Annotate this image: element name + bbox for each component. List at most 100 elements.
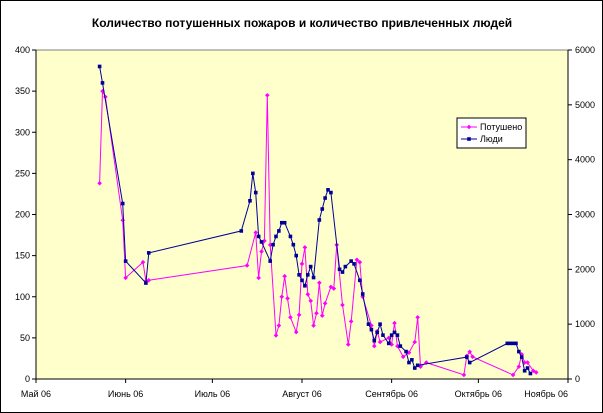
data-point <box>329 190 333 195</box>
data-point <box>322 301 328 306</box>
data-point <box>519 355 524 359</box>
data-point <box>276 323 282 328</box>
data-point <box>302 245 308 250</box>
data-point <box>400 354 406 360</box>
data-point <box>262 238 267 244</box>
data-point <box>386 341 391 346</box>
data-point <box>253 190 258 195</box>
data-point <box>282 220 287 225</box>
data-point <box>377 339 383 345</box>
data-point <box>375 330 379 335</box>
x-tick-label: Октябрь 06 <box>455 389 502 399</box>
data-point <box>465 355 469 359</box>
data-point <box>378 322 382 326</box>
legend-marker <box>467 137 471 141</box>
data-point <box>345 342 351 347</box>
data-point <box>296 312 302 318</box>
data-point <box>248 198 252 203</box>
data-point <box>343 264 348 269</box>
data-point <box>357 259 363 265</box>
y-right-tick-label: 1000 <box>575 319 595 329</box>
data-point <box>146 251 151 255</box>
data-point <box>299 261 305 267</box>
legend-item: Потушено <box>461 122 522 132</box>
data-point <box>300 278 304 283</box>
legend-item: Люди <box>461 134 503 144</box>
data-point <box>288 315 293 320</box>
data-point <box>406 350 412 355</box>
data-point <box>311 275 316 280</box>
data-point <box>97 180 102 186</box>
axes-layer: 0501001502002503003504000100020003000400… <box>15 45 595 399</box>
chart-title: Количество потушенных пожаров и количест… <box>92 16 512 30</box>
data-point <box>348 319 354 324</box>
data-point <box>308 298 313 304</box>
y-right-tick-label: 4000 <box>575 155 595 165</box>
legend-label: Потушено <box>480 122 522 132</box>
data-point <box>415 363 420 368</box>
data-point <box>392 330 397 335</box>
legend-label: Люди <box>480 134 503 144</box>
data-point <box>340 302 345 308</box>
data-point <box>528 371 533 376</box>
y-left-tick-label: 100 <box>15 292 30 302</box>
data-point <box>404 349 408 354</box>
data-point <box>517 349 521 354</box>
data-point <box>319 313 325 318</box>
y-left-tick-label: 400 <box>15 45 30 55</box>
data-point <box>317 280 322 286</box>
data-point <box>256 275 261 281</box>
data-point <box>273 333 279 338</box>
y-right-tick-label: 0 <box>575 374 580 384</box>
data-point <box>424 360 429 365</box>
y-right-tick-label: 3000 <box>575 210 595 220</box>
y-right-tick-label: 6000 <box>575 45 595 55</box>
data-point <box>395 333 400 337</box>
data-point <box>522 368 527 373</box>
data-point <box>360 292 365 296</box>
data-point <box>412 366 417 370</box>
data-point <box>123 259 128 263</box>
y-left-tick-label: 150 <box>15 251 30 261</box>
data-point <box>239 229 244 233</box>
data-point <box>366 322 371 326</box>
data-point <box>514 341 518 346</box>
data-point <box>508 341 512 346</box>
data-point <box>251 171 255 176</box>
y-right-tick-label: 5000 <box>575 100 595 110</box>
data-point <box>505 341 510 346</box>
data-point <box>340 270 345 274</box>
y-left-tick-label: 0 <box>25 374 30 384</box>
data-point <box>398 344 403 348</box>
data-point <box>268 259 272 263</box>
data-point <box>358 278 362 283</box>
data-point <box>461 372 467 378</box>
data-point <box>267 242 273 248</box>
data-point <box>511 341 515 346</box>
data-point <box>303 283 307 288</box>
data-point <box>510 372 516 378</box>
data-point <box>467 360 472 365</box>
data-point <box>533 370 539 375</box>
x-tick-label: Июнь 06 <box>108 389 143 399</box>
data-point <box>331 286 337 291</box>
data-point <box>314 310 319 316</box>
data-point <box>120 201 125 206</box>
data-point <box>244 263 250 268</box>
data-point <box>282 273 287 279</box>
data-point <box>519 352 525 357</box>
x-tick-label: Сентябрь 06 <box>365 389 418 399</box>
x-tick-label: Май 06 <box>21 389 51 399</box>
data-point <box>525 366 530 370</box>
data-point <box>294 253 299 258</box>
data-point <box>389 333 394 337</box>
data-point <box>271 242 275 247</box>
data-point <box>372 338 377 343</box>
legend-box <box>456 117 527 149</box>
y-left-tick-label: 250 <box>15 168 30 178</box>
data-point <box>352 262 356 266</box>
data-point <box>525 360 530 365</box>
data-point <box>311 323 316 328</box>
